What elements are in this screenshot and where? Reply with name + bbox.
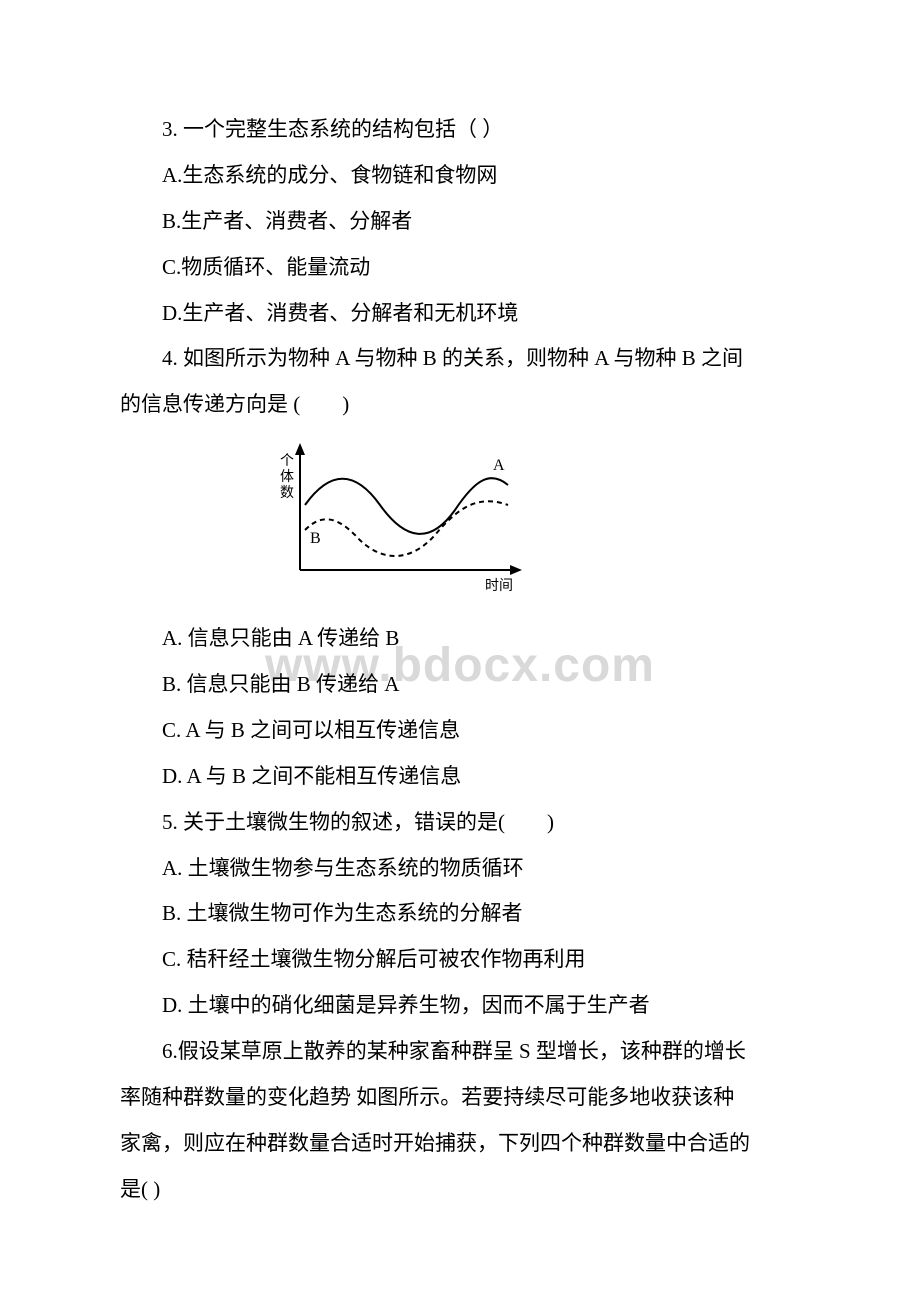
curve-a [305,478,508,534]
q4-chart: 个 体 数 时间 A B [260,435,800,609]
q5-option-d: D. 土壤中的硝化细菌是异养生物，因而不属于生产者 [120,986,800,1026]
q3-option-b: B.生产者、消费者、分解者 [120,202,800,242]
q3-option-c: C.物质循环、能量流动 [120,248,800,288]
q4-option-a: A. 信息只能由 A 传递给 B [120,619,800,659]
q3-option-d: D.生产者、消费者、分解者和无机环境 [120,294,800,334]
q4-stem-line2: 的信息传递方向是 ( ) [120,385,800,425]
q5-option-a: A. 土壤微生物参与生态系统的物质循环 [120,849,800,889]
species-relationship-chart: 个 体 数 时间 A B [260,435,530,595]
y-axis-label-1: 个 [280,453,294,469]
x-axis-label: 时间 [485,578,513,594]
curve-b [305,501,508,556]
q5-option-b: B. 土壤微生物可作为生态系统的分解者 [120,894,800,934]
q4-stem-line1: 4. 如图所示为物种 A 与物种 B 的关系，则物种 A 与物种 B 之间 [120,339,800,379]
q6-line2: 率随种群数量的变化趋势 如图所示。若要持续尽可能多地收获该种 [120,1078,800,1118]
q3-stem: 3. 一个完整生态系统的结构包括（ ） [120,110,800,150]
q4-option-d: D. A 与 B 之间不能相互传递信息 [120,757,800,797]
q5-stem: 5. 关于土壤微生物的叙述，错误的是( ) [120,803,800,843]
document-content: 3. 一个完整生态系统的结构包括（ ） A.生态系统的成分、食物链和食物网 B.… [120,110,800,1210]
q4-option-b: B. 信息只能由 B 传递给 A [120,665,800,705]
q5-option-c: C. 秸秆经土壤微生物分解后可被农作物再利用 [120,940,800,980]
curve-b-label: B [310,530,321,547]
y-axis-arrow-icon [295,443,305,455]
y-axis-label-2: 体 [280,469,294,485]
q6-line3: 家禽，则应在种群数量合适时开始捕获，下列四个种群数量中合适的 [120,1124,800,1164]
curve-a-label: A [493,457,505,474]
q4-option-c: C. A 与 B 之间可以相互传递信息 [120,711,800,751]
y-axis-label-3: 数 [280,485,294,501]
x-axis-arrow-icon [510,565,522,575]
q6-line4: 是( ) [120,1170,800,1210]
q6-line1: 6.假设某草原上散养的某种家畜种群呈 S 型增长，该种群的增长 [120,1032,800,1072]
q3-option-a: A.生态系统的成分、食物链和食物网 [120,156,800,196]
